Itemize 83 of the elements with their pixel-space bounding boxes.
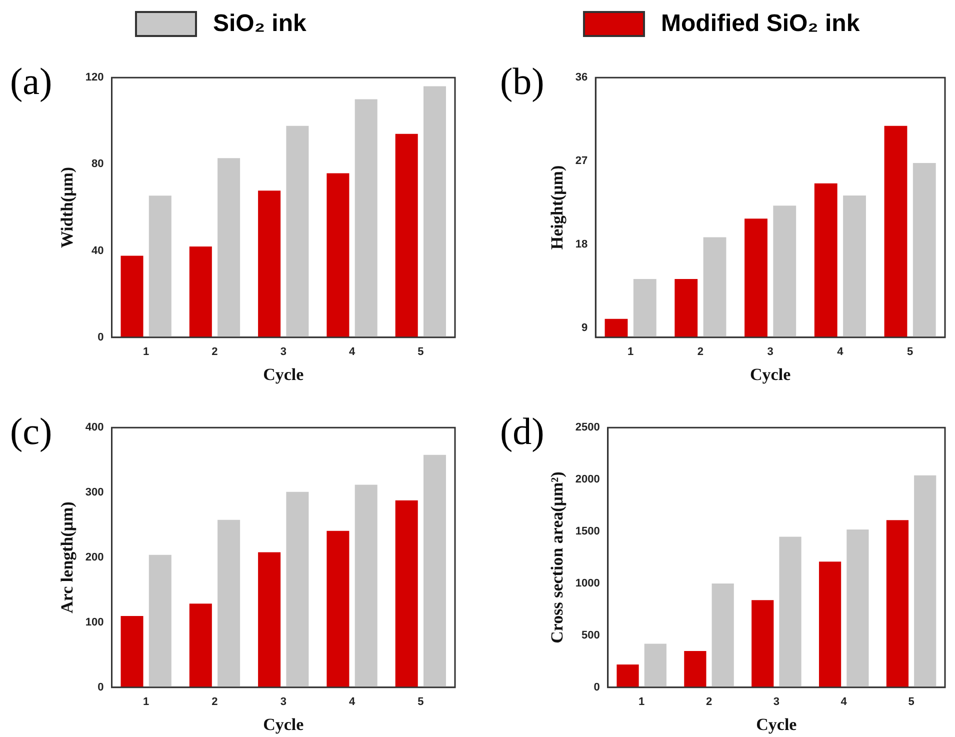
bar <box>354 99 378 338</box>
chart-title: (c) <box>10 410 52 454</box>
bar <box>423 86 446 338</box>
bar <box>914 475 936 688</box>
bar <box>616 664 639 688</box>
x-tick-label: 3 <box>280 346 286 358</box>
y-tick-label: 100 <box>85 616 104 628</box>
y-tick-label: 18 <box>575 238 588 251</box>
bar <box>258 552 281 688</box>
x-tick-label: 4 <box>348 696 356 708</box>
x-tick-label: 3 <box>767 346 774 358</box>
x-tick-label: 2 <box>706 696 712 708</box>
x-tick-label: 5 <box>418 346 424 358</box>
chart-title: (d) <box>500 410 544 454</box>
bar <box>218 520 240 688</box>
x-tick-label: 4 <box>837 346 844 358</box>
x-tick-label: 5 <box>907 346 914 358</box>
x-tick-label: 5 <box>418 696 424 708</box>
x-tick-label: 3 <box>773 696 780 708</box>
bar <box>189 246 212 338</box>
y-tick-label: 120 <box>85 72 104 84</box>
bar <box>326 530 350 688</box>
bar <box>395 500 418 688</box>
bar <box>120 256 144 338</box>
bar <box>218 158 240 338</box>
bar <box>712 583 734 688</box>
bar <box>395 134 418 338</box>
bar <box>779 536 802 688</box>
bar <box>189 604 212 688</box>
x-tick-label: 5 <box>908 696 914 708</box>
y-axis-title: Arc length(μm) <box>58 502 77 614</box>
bar <box>286 492 309 688</box>
x-axis-title: Cycle <box>263 715 304 734</box>
bar <box>120 616 144 688</box>
x-tick-label: 1 <box>143 346 150 358</box>
bar <box>752 600 774 688</box>
y-tick-label: 27 <box>575 155 588 168</box>
y-tick-label: 0 <box>98 681 104 694</box>
bar <box>258 190 281 338</box>
y-tick-label: 2500 <box>575 422 600 434</box>
bar <box>148 554 172 688</box>
y-tick-label: 200 <box>85 552 104 564</box>
y-tick-label: 80 <box>92 158 104 170</box>
y-tick-label: 0 <box>594 681 600 694</box>
y-tick-label: 36 <box>575 72 588 84</box>
bar <box>684 651 706 688</box>
x-axis-title: Cycle <box>756 715 798 734</box>
y-axis-title: Width(μm) <box>58 166 77 248</box>
y-tick-label: 9 <box>582 322 588 334</box>
x-tick-label: 2 <box>212 696 218 708</box>
bar <box>148 196 172 338</box>
chart-title: (b) <box>500 60 544 104</box>
x-axis-title: Cycle <box>750 365 792 384</box>
bar <box>326 173 350 338</box>
bar <box>846 529 869 688</box>
y-tick-label: 300 <box>85 486 104 499</box>
y-axis-title: Height(μm) <box>548 165 567 250</box>
bar <box>354 484 378 688</box>
legend-label: Modified SiO₂ ink <box>661 10 860 38</box>
bar <box>286 126 309 338</box>
legend-label: SiO₂ ink <box>213 10 306 38</box>
y-tick-label: 400 <box>85 422 104 434</box>
x-tick-label: 4 <box>348 346 356 358</box>
y-tick-label: 0 <box>98 331 104 344</box>
bar <box>818 562 842 688</box>
y-axis-title: Cross section area(μm²) <box>548 472 567 644</box>
x-tick-label: 3 <box>280 696 286 708</box>
y-tick-label: 1000 <box>575 578 600 590</box>
x-tick-label: 1 <box>638 696 645 708</box>
chart-title: (a) <box>10 60 52 104</box>
y-tick-label: 40 <box>92 244 104 257</box>
y-tick-label: 1500 <box>575 526 600 538</box>
x-tick-label: 4 <box>840 696 848 708</box>
y-tick-label: 500 <box>582 629 600 642</box>
x-tick-label: 1 <box>628 346 634 358</box>
bar <box>644 644 666 688</box>
y-tick-label: 2000 <box>575 474 600 486</box>
bar <box>886 520 909 688</box>
x-tick-label: 1 <box>143 696 150 708</box>
bar <box>423 454 446 688</box>
x-tick-label: 2 <box>697 346 704 358</box>
x-tick-label: 2 <box>212 346 218 358</box>
x-axis-title: Cycle <box>263 365 304 384</box>
